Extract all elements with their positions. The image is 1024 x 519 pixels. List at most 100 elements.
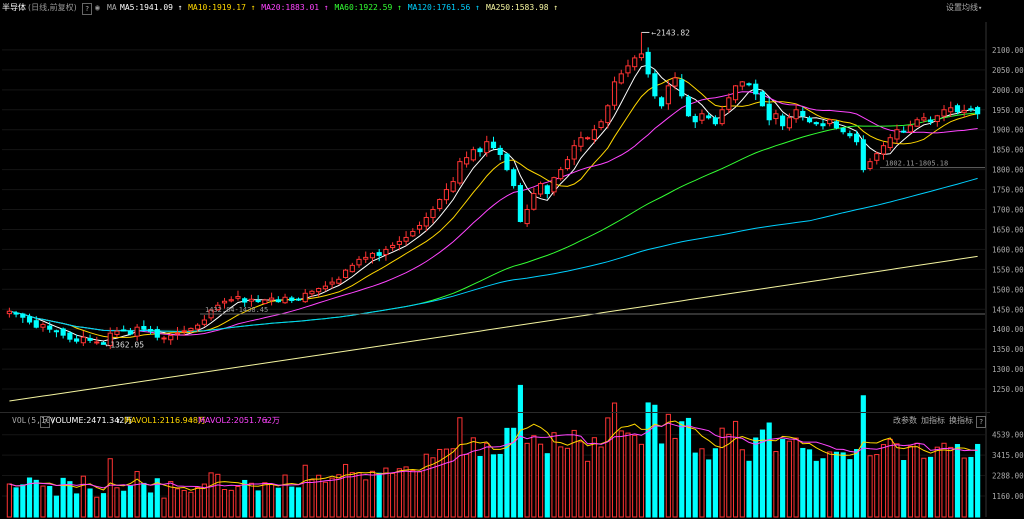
volume-bar: [215, 473, 221, 518]
candle-body: [47, 325, 53, 330]
candle-body: [800, 110, 806, 117]
candle-body: [161, 337, 167, 340]
ma-value-1: MA10:1919.17 ↑: [188, 3, 256, 12]
candle-body: [954, 105, 961, 113]
candle-body: [726, 97, 732, 110]
candle-body: [289, 297, 295, 301]
volume-bar: [524, 442, 530, 518]
volume-bar: [490, 454, 497, 518]
volume-bar: [806, 449, 813, 518]
eye-icon[interactable]: ◉: [95, 3, 100, 12]
help-button[interactable]: ?: [82, 3, 93, 15]
candle-body: [968, 108, 974, 111]
volume-bar: [349, 472, 355, 518]
volume-header: VOL(5,10) ? VOLUME:2471.342万 ↑ MAVOL1:21…: [0, 413, 1024, 429]
volume-bar: [154, 478, 160, 518]
candle-body: [558, 169, 564, 180]
volume-bar: [679, 421, 685, 518]
volume-bar: [329, 477, 335, 518]
price-tick-label: 1950.00: [992, 106, 1024, 115]
ma-value-5: MA250:1583.98 ↑: [486, 3, 559, 12]
volume-bar: [100, 493, 107, 518]
candle-body: [188, 327, 194, 332]
candle-body: [141, 325, 147, 330]
candle-body: [80, 336, 86, 344]
price-tick-label: 2100.00: [992, 46, 1024, 55]
volume-bar: [833, 451, 840, 518]
candle-body: [625, 65, 631, 74]
volume-bar: [430, 457, 436, 518]
candle-body: [867, 161, 873, 169]
vol-title: VOL(5,10): [12, 416, 56, 425]
volume-bar: [201, 483, 207, 518]
volume-bar: [121, 490, 127, 518]
candle-body: [753, 83, 759, 95]
candle-body: [316, 288, 322, 293]
ma5-line: [9, 64, 978, 342]
volume-bar: [652, 404, 658, 518]
volume-bar: [410, 469, 416, 518]
volume-bar: [948, 446, 954, 518]
volume-bar: [954, 444, 961, 518]
vol-help-button[interactable]: ?: [40, 416, 51, 428]
volume-bar: [336, 474, 342, 518]
volume-bar: [840, 452, 846, 518]
volume-bar: [269, 483, 275, 518]
add-indicator-link[interactable]: 加指标: [921, 416, 945, 425]
volume-bar: [289, 486, 295, 518]
candle-body: [127, 330, 133, 335]
candle-body: [934, 115, 940, 123]
volume-bar: [975, 443, 981, 518]
vol-tick-label: 1160.00: [992, 492, 1024, 501]
volume-bar: [659, 443, 665, 518]
volume-bar: [33, 479, 39, 518]
mavol10-line: [9, 422, 978, 489]
volume-bar: [571, 429, 577, 518]
candle-body: [786, 117, 792, 129]
volume-bar: [443, 448, 450, 518]
volume-bar: [934, 446, 940, 518]
settings-ma-button[interactable]: 设置均线: [946, 3, 978, 12]
candle-body: [511, 169, 517, 187]
candle-body: [74, 338, 80, 342]
candle-body: [712, 117, 718, 125]
candle-body: [94, 341, 100, 344]
mode-label: (日线,前复权): [28, 3, 77, 12]
price-tick-label: 1250.00: [992, 385, 1024, 394]
volume-bar: [309, 479, 315, 518]
candle-body: [665, 85, 671, 105]
volume-bar: [147, 492, 154, 518]
candle-body: [154, 329, 160, 338]
volume-bar: [901, 460, 907, 518]
candle-body: [40, 323, 46, 328]
candle-body: [147, 328, 154, 332]
volume-bar: [369, 470, 376, 518]
volume-bar: [692, 452, 698, 518]
ma120-line: [9, 177, 978, 332]
chevron-down-icon[interactable]: ▾: [978, 4, 983, 12]
volume-bar: [625, 432, 631, 518]
volume-bar: [141, 482, 147, 518]
volume-bar: [632, 434, 638, 518]
switch-indicator-link[interactable]: 换指标: [949, 416, 973, 425]
candle-body: [416, 224, 423, 230]
vol-tick-label: 4539.00: [992, 431, 1024, 440]
ma-value-0: MA5:1941.09 ↑: [120, 3, 183, 12]
candle-body: [403, 236, 409, 242]
candle-body: [618, 73, 624, 84]
volume-bar: [181, 489, 187, 518]
candle-body: [679, 79, 685, 97]
candle-body: [490, 141, 497, 149]
candle-body: [685, 96, 692, 117]
volume-bar: [739, 449, 745, 518]
volume-bar: [255, 490, 261, 518]
vol-help-button-2[interactable]: ?: [976, 416, 987, 428]
edit-params-link[interactable]: 改参数: [893, 416, 917, 425]
candle-body: [262, 299, 268, 304]
candle-body: [793, 109, 799, 120]
volume-bar: [927, 456, 934, 518]
price-tick-label: 1750.00: [992, 186, 1024, 195]
candle-body: [215, 304, 221, 311]
ma10-line: [9, 76, 978, 339]
